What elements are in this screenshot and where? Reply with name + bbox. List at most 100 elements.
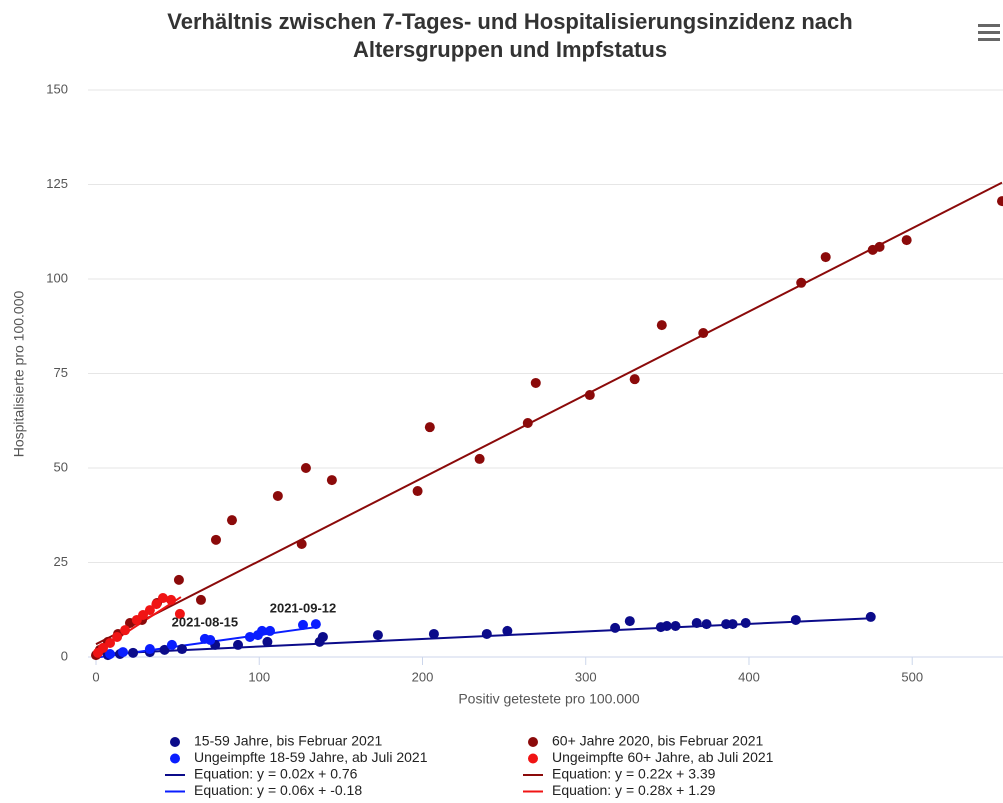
- legend-label: 15-59 Jahre, bis Februar 2021: [194, 733, 383, 749]
- point: [174, 608, 185, 619]
- y-axis-label: Hospitalisierte pro 100.000: [11, 291, 27, 458]
- point: [424, 422, 435, 433]
- point: [428, 628, 439, 639]
- point: [105, 648, 116, 659]
- point: [629, 374, 640, 385]
- trend-line: [95, 181, 1003, 646]
- menu-bar: [978, 38, 1000, 41]
- legend-symbol: [528, 753, 538, 764]
- menu-bar: [978, 31, 1000, 34]
- point: [796, 277, 807, 288]
- point: [867, 244, 878, 255]
- annotation: 2021-09-12: [270, 600, 337, 615]
- point: [670, 621, 681, 632]
- menu-bar: [978, 24, 1000, 27]
- point: [252, 630, 263, 641]
- legend-symbol: [528, 737, 538, 747]
- point: [144, 644, 155, 655]
- legend-symbol: [170, 753, 180, 764]
- point: [105, 638, 116, 649]
- point: [721, 619, 732, 630]
- annotation: 2021-08-15: [172, 614, 239, 629]
- legend-label: Equation: y = 0.02x + 0.76: [194, 766, 358, 782]
- x-tick-label: 0: [92, 669, 99, 684]
- x-tick-label: 200: [412, 669, 434, 684]
- legend-item[interactable]: Equation: y = 0.02x + 0.76: [165, 766, 358, 782]
- point: [522, 418, 533, 429]
- point: [159, 644, 170, 655]
- point: [624, 616, 635, 627]
- x-tick-label: 400: [738, 669, 760, 684]
- point: [173, 574, 184, 585]
- legend-label: Equation: y = 0.28x + 1.29: [552, 782, 716, 798]
- point: [117, 647, 128, 658]
- legend-label: Equation: y = 0.06x + -0.18: [194, 782, 362, 798]
- point: [698, 328, 709, 339]
- point: [901, 235, 912, 246]
- point: [112, 631, 123, 642]
- point: [177, 644, 188, 655]
- y-tick-label: 50: [54, 459, 68, 474]
- point: [412, 486, 423, 497]
- point: [691, 617, 702, 628]
- point: [265, 625, 276, 636]
- point: [151, 599, 162, 610]
- x-tick-label: 300: [575, 669, 597, 684]
- legend-item[interactable]: 15-59 Jahre, bis Februar 2021: [170, 733, 383, 749]
- legend-item[interactable]: Equation: y = 0.28x + 1.29: [523, 782, 716, 798]
- point: [226, 515, 237, 526]
- legend-item[interactable]: Ungeimpfte 18-59 Jahre, ab Juli 2021: [170, 749, 428, 765]
- point: [584, 390, 595, 401]
- point: [314, 636, 325, 647]
- menu-button[interactable]: [978, 24, 1000, 41]
- point: [120, 625, 131, 636]
- point: [195, 594, 206, 605]
- y-tick-label: 100: [46, 270, 68, 285]
- point: [300, 463, 311, 473]
- legend-symbol: [170, 737, 180, 747]
- legend-item[interactable]: 60+ Jahre 2020, bis Februar 2021: [528, 733, 764, 749]
- legend-label: Ungeimpfte 18-59 Jahre, ab Juli 2021: [194, 749, 428, 765]
- point: [740, 617, 751, 628]
- x-tick-label: 500: [901, 669, 923, 684]
- y-tick-label: 125: [46, 176, 68, 191]
- point: [166, 594, 177, 605]
- legend-label: Equation: y = 0.22x + 3.39: [552, 766, 716, 782]
- y-tick-label: 150: [46, 81, 68, 96]
- point: [655, 622, 666, 633]
- point: [131, 614, 142, 625]
- point: [128, 647, 139, 658]
- legend-label: 60+ Jahre 2020, bis Februar 2021: [552, 733, 764, 749]
- point: [481, 628, 492, 639]
- x-axis-label: Positiv getestete pro 100.000: [458, 691, 640, 707]
- point: [157, 593, 168, 604]
- point: [310, 619, 321, 630]
- point: [656, 320, 667, 331]
- point: [296, 538, 307, 549]
- legend-item[interactable]: Equation: y = 0.06x + -0.18: [165, 782, 362, 798]
- y-tick-label: 25: [54, 554, 68, 569]
- y-tick-label: 0: [61, 648, 68, 663]
- point: [701, 619, 712, 630]
- y-tick-label: 75: [54, 365, 68, 380]
- point: [997, 196, 1003, 207]
- point: [474, 453, 485, 464]
- point: [166, 639, 177, 650]
- point: [610, 622, 621, 633]
- point: [820, 252, 831, 263]
- point: [326, 475, 337, 486]
- point: [372, 630, 383, 641]
- legend-label: Ungeimpfte 60+ Jahre, ab Juli 2021: [552, 749, 774, 765]
- point: [502, 625, 513, 636]
- legend-item[interactable]: Equation: y = 0.22x + 3.39: [523, 766, 716, 782]
- point: [865, 611, 876, 622]
- point: [530, 377, 541, 388]
- x-tick-label: 100: [248, 669, 270, 684]
- chart-title: Verhältnis zwischen 7-Tages- und Hospita…: [167, 9, 853, 62]
- point: [244, 631, 255, 642]
- point: [272, 490, 283, 501]
- legend-item[interactable]: Ungeimpfte 60+ Jahre, ab Juli 2021: [528, 749, 774, 765]
- point: [199, 633, 210, 644]
